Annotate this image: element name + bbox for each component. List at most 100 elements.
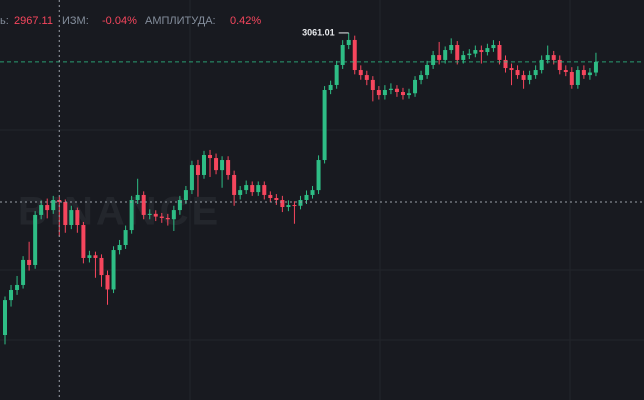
candle xyxy=(509,63,514,86)
candle xyxy=(208,149,213,177)
candle-body xyxy=(521,75,526,80)
candle-body xyxy=(153,213,158,217)
candle-body xyxy=(123,230,128,246)
candle xyxy=(123,225,128,249)
candle-body xyxy=(509,68,514,71)
candle xyxy=(262,181,267,200)
candle xyxy=(81,221,86,264)
candle-body xyxy=(9,290,14,301)
candle-body xyxy=(563,70,568,73)
candle xyxy=(557,55,562,75)
candle xyxy=(286,200,291,212)
candle xyxy=(232,170,237,206)
candle xyxy=(527,70,532,85)
candle-body xyxy=(593,61,598,73)
candle xyxy=(340,40,345,69)
candle-body xyxy=(165,218,170,220)
candle-body xyxy=(220,160,225,171)
candle xyxy=(244,180,249,195)
candle xyxy=(292,201,297,224)
candle-body xyxy=(201,154,206,175)
candle-body xyxy=(382,90,387,96)
candle xyxy=(51,195,56,214)
candle-body xyxy=(370,79,375,91)
candle-body xyxy=(286,205,291,208)
candle-body xyxy=(274,198,279,200)
candle xyxy=(449,38,454,54)
candle xyxy=(370,76,375,102)
candle xyxy=(352,35,357,75)
watermark: BINANCE xyxy=(18,190,221,234)
candle xyxy=(3,296,7,345)
candle xyxy=(364,70,369,86)
candle xyxy=(274,194,279,205)
candle-body xyxy=(195,165,200,175)
candle-body xyxy=(159,216,164,219)
candle xyxy=(400,87,405,100)
candle xyxy=(563,65,568,77)
candle-body xyxy=(449,45,454,51)
candle xyxy=(328,80,333,95)
candle xyxy=(322,86,327,164)
candles xyxy=(3,32,598,345)
candle-body xyxy=(226,160,231,175)
candle-body xyxy=(262,185,267,195)
candle xyxy=(201,150,206,179)
candle-body xyxy=(141,194,146,215)
candle xyxy=(413,76,418,97)
candle xyxy=(593,52,598,77)
candle xyxy=(497,41,502,65)
candle xyxy=(437,41,442,65)
candle-body xyxy=(376,90,381,96)
candle xyxy=(238,185,243,200)
header-amplitude-label: АМПЛИТУДА: xyxy=(145,15,216,27)
candle-body xyxy=(51,200,56,211)
candle xyxy=(93,251,98,278)
candle xyxy=(346,32,351,50)
candle xyxy=(575,66,580,89)
candle xyxy=(382,85,387,100)
candle xyxy=(99,254,104,287)
candle xyxy=(431,50,436,69)
high-marker-label: 3061.01 xyxy=(302,27,335,37)
candle xyxy=(407,88,412,99)
candle-body xyxy=(298,200,303,206)
candle xyxy=(503,55,508,73)
candle-body xyxy=(497,45,502,60)
candle xyxy=(569,67,574,89)
candle xyxy=(153,210,158,222)
candle-body xyxy=(340,45,345,65)
candle-body xyxy=(171,210,176,220)
candle xyxy=(545,45,550,64)
candle-body xyxy=(208,154,213,159)
candle xyxy=(45,198,50,219)
candle-body xyxy=(425,64,430,76)
candle xyxy=(111,246,116,294)
candle-body xyxy=(491,45,496,49)
candle-body xyxy=(419,75,424,80)
candle-body xyxy=(147,213,152,215)
candle-body xyxy=(473,50,478,54)
candle xyxy=(388,83,393,95)
candle xyxy=(63,199,68,233)
candle-body xyxy=(244,185,249,191)
candle-body xyxy=(111,250,116,290)
candle xyxy=(214,153,219,175)
candle-body xyxy=(575,70,580,85)
candle xyxy=(521,70,526,89)
candle-body xyxy=(93,255,98,258)
candle-body xyxy=(443,50,448,60)
candle-body xyxy=(346,39,351,46)
candle-body xyxy=(189,165,194,191)
candle-body xyxy=(135,194,140,200)
candle-body xyxy=(557,59,562,71)
candle xyxy=(141,191,146,220)
candle-body xyxy=(394,88,399,92)
candle-body xyxy=(3,300,7,336)
candle-body xyxy=(431,55,436,65)
candle xyxy=(467,49,472,60)
candle xyxy=(27,241,32,271)
candle-body xyxy=(45,205,50,211)
